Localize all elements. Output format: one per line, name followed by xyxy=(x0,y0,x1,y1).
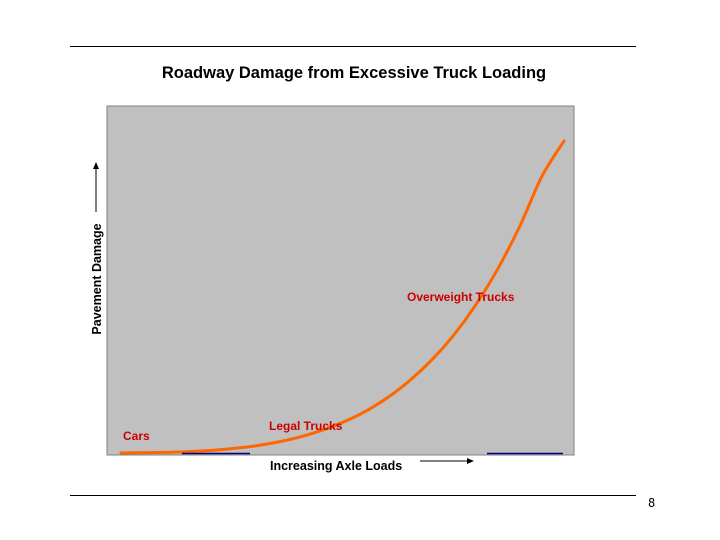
annotation-overweight-trucks: Overweight Trucks xyxy=(407,290,515,304)
series-layer xyxy=(119,139,566,455)
damage-curve-0 xyxy=(119,139,566,455)
top-rule xyxy=(70,46,636,47)
annotation-legal-trucks: Legal Trucks xyxy=(269,419,343,433)
x-axis-arrow xyxy=(420,458,474,464)
y-axis-arrow xyxy=(93,162,99,212)
annotation-cars: Cars xyxy=(123,429,150,443)
x-axis-label: Increasing Axle Loads xyxy=(270,459,402,473)
bottom-rule xyxy=(70,495,636,496)
y-axis-label: Pavement Damage xyxy=(90,223,104,334)
page-number: 8 xyxy=(648,496,656,510)
chart-title: Roadway Damage from Excessive Truck Load… xyxy=(162,64,546,82)
plot-area xyxy=(106,105,575,456)
